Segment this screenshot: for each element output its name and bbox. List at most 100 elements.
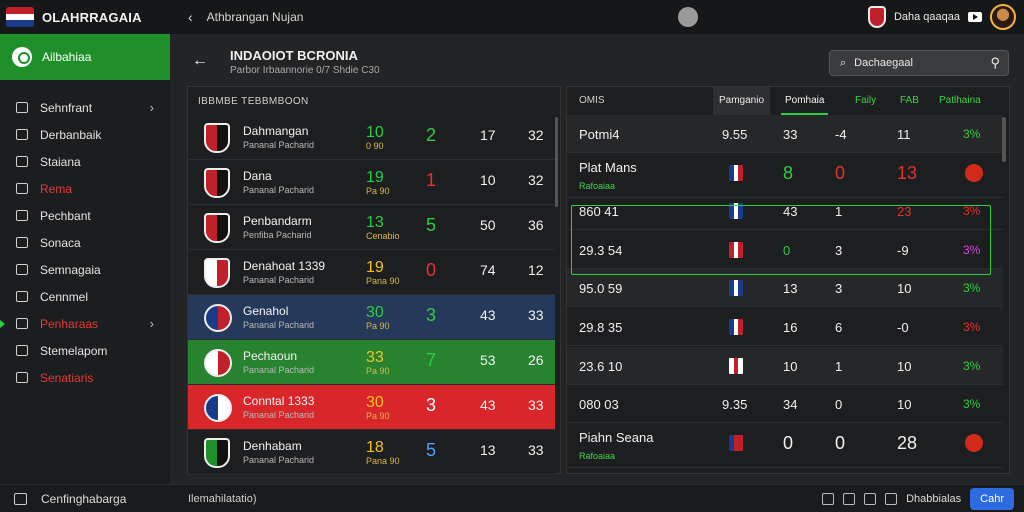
user-label[interactable]: Daha qaaqaa: [893, 11, 960, 23]
team-name: Pechaoun: [243, 349, 298, 363]
standings-table: IBBMBE TEBBMBOON Dahmangan Pananal Pachar…: [187, 86, 561, 475]
bottom-bar: Cenfinghabarga Ilemahilatatio) Dhabbiala…: [0, 484, 1024, 512]
table-row[interactable]: Denahoat 1339 Pananal Pacharid 19 Pana 90 0 7…: [188, 250, 555, 295]
export-icon[interactable]: [885, 493, 898, 505]
stat-c: 74: [480, 262, 496, 278]
table-row[interactable]: Pechaoun Pananal Pacharid 33 Pa 90 7 53 26: [188, 340, 555, 385]
team-name: Dana: [243, 169, 272, 183]
row-name: 860 41: [579, 204, 619, 220]
stats-header-c1[interactable]: Faily: [855, 95, 877, 106]
menu-item-icon: [16, 102, 28, 113]
sidebar-active-label: Ailbahiaa: [42, 50, 92, 64]
stat-a: 10: [366, 124, 384, 141]
team-subtitle: Pananal Pacharid: [243, 275, 315, 285]
settings-icon[interactable]: [678, 7, 698, 27]
row-name: 29.3 54: [579, 242, 623, 258]
chevron-right-icon: ›: [149, 100, 154, 115]
stat-d: 12: [528, 262, 544, 278]
country-flag-icon: [729, 280, 743, 297]
club-shield-icon: [867, 6, 886, 28]
stat-a: 30: [366, 304, 384, 321]
app-name: OLAHRRAGAIA: [42, 9, 142, 25]
page-title: INDAOIOT BCRONIA: [230, 48, 358, 63]
team-name: Penbandarm: [243, 214, 312, 228]
sidebar-item-active[interactable]: Ailbahiaa: [0, 34, 170, 80]
country-flag-icon: [729, 434, 743, 451]
table-row[interactable]: Conntal 1333 Pananal Pacharid 30 Pa 90 3 43 33: [188, 385, 555, 430]
back-arrow-icon[interactable]: ←: [192, 52, 208, 69]
primary-button[interactable]: Cahr: [970, 488, 1014, 510]
link-icon[interactable]: [864, 493, 877, 505]
row-value: 9.55: [722, 127, 748, 142]
back-small-icon[interactable]: ‹: [188, 9, 193, 25]
stat-b: 5: [426, 215, 437, 235]
stat-a: 33: [366, 349, 384, 366]
stats-header-c2[interactable]: FAB: [900, 95, 919, 106]
video-icon[interactable]: [968, 12, 982, 22]
stat-a-sub: Pa 90: [366, 186, 390, 196]
config-button[interactable]: Cenfinghabarga: [0, 492, 170, 506]
tab-pomhaia[interactable]: Pomhaia: [781, 87, 829, 115]
team-name: Denahoat 1339: [243, 259, 326, 273]
search-icon[interactable]: ⚲: [990, 55, 1000, 70]
team-subtitle: Pananal Pacharid: [243, 320, 315, 330]
sidebar-item[interactable]: Pechbant: [0, 202, 170, 229]
row-subtitle: Rafoaiaa: [579, 180, 616, 191]
standings-scrollbar[interactable]: [555, 117, 558, 207]
table-row[interactable]: 29.3 54 0 3 -9 3%: [567, 231, 1003, 269]
menu-item-icon: [16, 156, 28, 167]
bottom-right-label[interactable]: Dhabbialas: [906, 493, 962, 505]
table-row[interactable]: 860 41 43 1 23 3%: [567, 192, 1003, 231]
sidebar-item-label: Stemelapom: [40, 343, 108, 358]
team-subtitle: Pananal Pacharid: [243, 410, 315, 420]
sidebar-item[interactable]: Sonaca: [0, 229, 170, 256]
sidebar-item[interactable]: Staiana: [0, 148, 170, 175]
stats-header-c3[interactable]: Patlhaina: [939, 95, 981, 106]
table-row[interactable]: Dahmangan Pananal Pacharid 10 0 90 2 17 32: [188, 115, 555, 160]
config-icon: [14, 492, 27, 505]
menu-item-icon: [16, 318, 28, 329]
stats-scrollbar[interactable]: [1002, 117, 1006, 162]
tab-pamganio[interactable]: Pamganio: [713, 87, 771, 115]
stat-c2: -4: [835, 127, 847, 142]
sidebar-item[interactable]: Derbanbaik: [0, 121, 170, 148]
stat-c: 17: [480, 127, 496, 143]
table-row[interactable]: 95.0 59 13 3 10 3%: [567, 269, 1003, 308]
sidebar-item-label: Derbanbaik: [40, 127, 102, 142]
stat-c1: 10: [783, 358, 798, 374]
search-input[interactable]: ⌕ Dachaegaal ⚲: [829, 50, 1009, 76]
sidebar-item[interactable]: Semnagaia: [0, 256, 170, 283]
table-row[interactable]: Potmi4 9.55 33 -4 11 3%: [567, 115, 1003, 153]
country-flag-icon: [729, 164, 743, 181]
sidebar-item[interactable]: Penharaas ›: [0, 310, 170, 337]
copy-icon[interactable]: [822, 493, 835, 505]
table-row[interactable]: 29.8 35 16 6 -0 3%: [567, 308, 1003, 346]
avatar[interactable]: [990, 4, 1016, 30]
table-row[interactable]: Denhabam Pananal Pacharid 18 Pana 90 5 13 33: [188, 430, 555, 475]
brand[interactable]: OLAHRRAGAIA: [0, 7, 170, 27]
table-row[interactable]: 080 03 9.35 34 0 10 3%: [567, 385, 1003, 424]
stat-c1: 8: [783, 162, 794, 183]
sidebar-item[interactable]: Rema: [0, 175, 170, 202]
sidebar-item[interactable]: Stemelapom: [0, 337, 170, 364]
stat-pct: 3%: [963, 204, 981, 219]
table-row[interactable]: Plat Mans Rafoaiaa 8 0 13: [567, 154, 1003, 198]
table-row[interactable]: Dana Pananal Pacharid 19 Pa 90 1 10 32: [188, 160, 555, 205]
menu-item-icon: [16, 210, 28, 221]
country-flag-icon: [729, 203, 743, 220]
standings-header: IBBMBE TEBBMBOON: [198, 95, 309, 107]
menu-item-icon: [16, 264, 28, 275]
table-row[interactable]: 23.6 10 10 1 10 3%: [567, 346, 1003, 385]
stat-c3: -9: [897, 242, 909, 258]
table-row[interactable]: Penbandarm Penfiba Pacharid 13 Cenabio 5 50 36: [188, 205, 555, 250]
sidebar-item[interactable]: Senatiaris: [0, 364, 170, 391]
stat-c3: 23: [897, 204, 912, 220]
table-row[interactable]: Genahol Pananal Pacharid 30 Pa 90 3 43 33: [188, 295, 555, 340]
sidebar-item[interactable]: Sehnfrant ›: [0, 94, 170, 121]
table-row[interactable]: Piahn Seana Rafoaiaa 0 0 28: [567, 424, 1003, 468]
sidebar-item[interactable]: Cennmel: [0, 283, 170, 310]
stat-c1: 16: [783, 320, 798, 335]
stat-d: 33: [528, 307, 544, 323]
team-subtitle: Pananal Pacharid: [243, 140, 315, 150]
share-icon[interactable]: [843, 493, 856, 505]
